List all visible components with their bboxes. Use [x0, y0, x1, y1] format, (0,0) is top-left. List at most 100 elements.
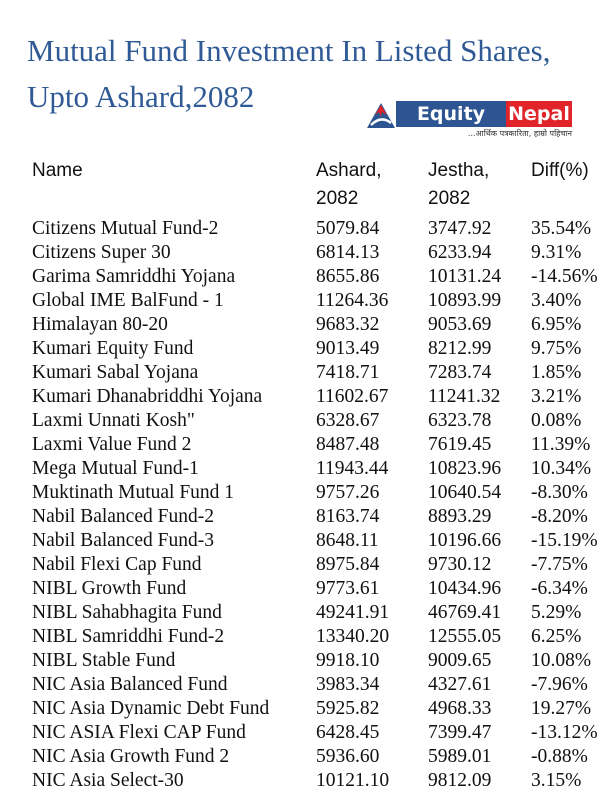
diff-value: 9.31%	[531, 242, 582, 263]
fund-name: NIBL Growth Fund	[32, 578, 187, 599]
table-row: Kumari Equity Fund 9013.49 8212.99 9.75%	[0, 337, 612, 361]
ashard-value: 9918.10	[316, 650, 380, 671]
header-diff: Diff(%)	[531, 160, 589, 181]
ashard-value: 8487.48	[316, 434, 380, 455]
table-row: Global IME BalFund - 1 11264.36 10893.99 3.…	[0, 289, 612, 313]
logo-nepal-text: Nepal	[506, 101, 572, 127]
jestha-value: 46769.41	[428, 602, 502, 623]
diff-value: -8.20%	[531, 506, 588, 527]
ashard-value: 8975.84	[316, 554, 380, 575]
header-ashard: Ashard,	[316, 160, 382, 181]
jestha-value: 10434.96	[428, 578, 502, 599]
table-row: Nabil Flexi Cap Fund 8975.84 9730.12 -7.75%	[0, 553, 612, 577]
fund-name: Kumari Equity Fund	[32, 338, 194, 359]
ashard-value: 5936.60	[316, 746, 380, 767]
table-row: NIC Asia Balanced Fund 3983.34 4327.61 -7.9…	[0, 673, 612, 697]
diff-value: -7.75%	[531, 554, 588, 575]
diff-value: -0.88%	[531, 746, 588, 767]
table-row: Nabil Balanced Fund-3 8648.11 10196.66 -15.…	[0, 529, 612, 553]
jestha-value: 9730.12	[428, 554, 492, 575]
ashard-value: 9757.26	[316, 482, 380, 503]
ashard-value: 11943.44	[316, 458, 389, 479]
jestha-value: 10196.66	[428, 530, 502, 551]
fund-name: Nabil Balanced Fund-3	[32, 530, 214, 551]
header-jestha: Jestha,	[428, 160, 490, 181]
ashard-value: 8648.11	[316, 530, 379, 551]
fund-name: NIBL Stable Fund	[32, 650, 176, 671]
jestha-value: 10131.24	[428, 266, 502, 287]
jestha-value: 4968.33	[428, 698, 492, 719]
diff-value: -8.30%	[531, 482, 588, 503]
diff-value: 5.29%	[531, 602, 582, 623]
jestha-value: 9053.69	[428, 314, 492, 335]
diff-value: 11.39%	[531, 434, 591, 455]
fund-name: Nabil Flexi Cap Fund	[32, 554, 202, 575]
table-row: NIBL Sahabhagita Fund 49241.91 46769.41 5.2…	[0, 601, 612, 625]
fund-name: NIC ASIA Flexi CAP Fund	[32, 722, 246, 743]
ashard-value: 8163.74	[316, 506, 380, 527]
table-row: NIC Asia Growth Fund 2 5936.60 5989.01 -0.8…	[0, 745, 612, 769]
table-row: Kumari Sabal Yojana 7418.71 7283.74 1.85%	[0, 361, 612, 385]
fund-name: Laxmi Unnati Kosh"	[32, 410, 195, 431]
diff-value: 6.95%	[531, 314, 582, 335]
jestha-value: 3747.92	[428, 218, 492, 239]
fund-name: NIC Asia Select-30	[32, 770, 184, 791]
diff-value: -6.34%	[531, 578, 588, 599]
diff-value: 0.08%	[531, 410, 582, 431]
diff-value: 10.08%	[531, 650, 592, 671]
jestha-value: 10893.99	[428, 290, 502, 311]
table-row: NIC Asia Dynamic Debt Fund 5925.82 4968.33…	[0, 697, 612, 721]
mountain-logo-icon	[367, 103, 395, 128]
diff-value: -14.56%	[531, 266, 598, 287]
fund-name: NIC Asia Balanced Fund	[32, 674, 228, 695]
fund-name: Nabil Balanced Fund-2	[32, 506, 214, 527]
header-name: Name	[32, 160, 83, 181]
table-row: Citizens Super 30 6814.13 6233.94 9.31%	[0, 241, 612, 265]
table-row: Mega Mutual Fund-1 11943.44 10823.96 10.34%	[0, 457, 612, 481]
diff-value: 9.75%	[531, 338, 582, 359]
fund-name: Mega Mutual Fund-1	[32, 458, 199, 479]
table-row: NIBL Growth Fund 9773.61 10434.96 -6.34%	[0, 577, 612, 601]
fund-name: NIBL Sahabhagita Fund	[32, 602, 222, 623]
jestha-value: 10640.54	[428, 482, 502, 503]
ashard-value: 5925.82	[316, 698, 380, 719]
jestha-value: 9009.65	[428, 650, 492, 671]
jestha-value: 6323.78	[428, 410, 492, 431]
jestha-value: 5989.01	[428, 746, 492, 767]
ashard-value: 9683.32	[316, 314, 380, 335]
jestha-value: 9812.09	[428, 770, 492, 791]
fund-name: Himalayan 80-20	[32, 314, 168, 335]
table-row: Kumari Dhanabriddhi Yojana 11602.67 11241.…	[0, 385, 612, 409]
ashard-value: 5079.84	[316, 218, 380, 239]
table-row: Garima Samriddhi Yojana 8655.86 10131.24 -1…	[0, 265, 612, 289]
fund-name: Laxmi Value Fund 2	[32, 434, 192, 455]
fund-name: Global IME BalFund - 1	[32, 290, 224, 311]
ashard-value: 6328.67	[316, 410, 380, 431]
ashard-value: 13340.20	[316, 626, 390, 647]
fund-name: NIC Asia Growth Fund 2	[32, 746, 230, 767]
jestha-value: 12555.05	[428, 626, 502, 647]
fund-name: Kumari Sabal Yojana	[32, 362, 199, 383]
jestha-value: 11241.32	[428, 386, 501, 407]
fund-name: Kumari Dhanabriddhi Yojana	[32, 386, 263, 407]
header-ashard-year: 2082	[316, 188, 359, 209]
jestha-value: 8212.99	[428, 338, 492, 359]
diff-value: 1.85%	[531, 362, 582, 383]
fund-name: Citizens Mutual Fund-2	[32, 218, 219, 239]
ashard-value: 11264.36	[316, 290, 389, 311]
diff-value: 19.27%	[531, 698, 592, 719]
ashard-value: 3983.34	[316, 674, 380, 695]
ashard-value: 6814.13	[316, 242, 380, 263]
table-row: Nabil Balanced Fund-2 8163.74 8893.29 -8.20…	[0, 505, 612, 529]
ashard-value: 11602.67	[316, 386, 389, 407]
diff-value: 35.54%	[531, 218, 592, 239]
jestha-value: 4327.61	[428, 674, 492, 695]
table-row: Laxmi Unnati Kosh" 6328.67 6323.78 0.08%	[0, 409, 612, 433]
diff-value: 10.34%	[531, 458, 592, 479]
diff-value: 3.40%	[531, 290, 582, 311]
diff-value: -7.96%	[531, 674, 588, 695]
fund-name: Citizens Super 30	[32, 242, 171, 263]
ashard-value: 8655.86	[316, 266, 380, 287]
page-title: Mutual Fund Investment In Listed Shares,…	[27, 33, 551, 114]
jestha-value: 7399.47	[428, 722, 492, 743]
